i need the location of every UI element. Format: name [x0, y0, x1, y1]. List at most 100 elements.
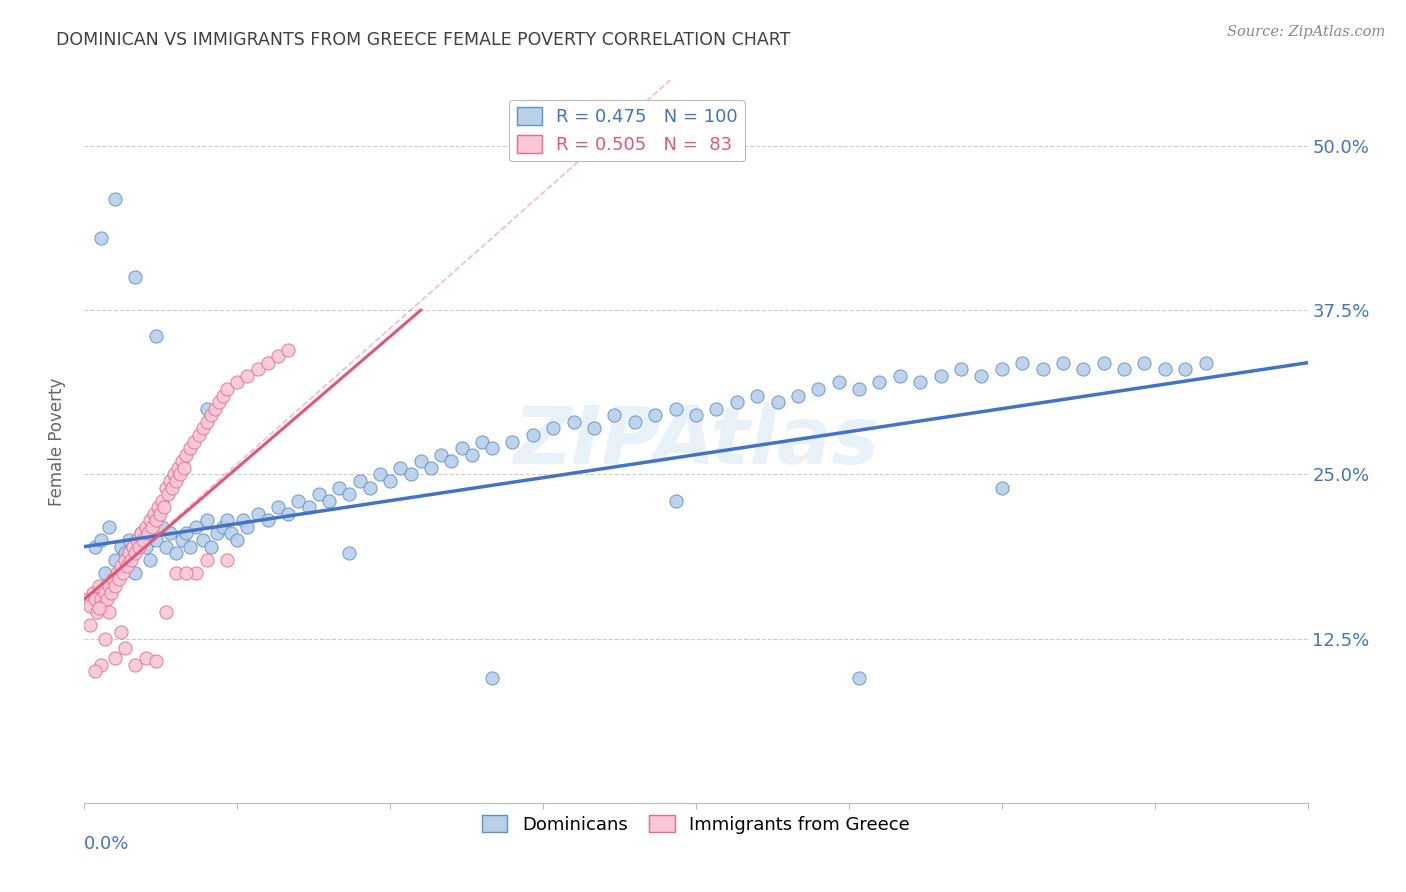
Point	[163, 467, 186, 482]
Point	[174, 566, 197, 580]
Point	[97, 605, 120, 619]
Point	[90, 657, 112, 672]
Point	[950, 362, 973, 376]
Point	[136, 526, 159, 541]
Point	[150, 520, 173, 534]
Point	[104, 192, 127, 206]
Point	[165, 546, 187, 560]
Point	[160, 481, 183, 495]
Point	[349, 474, 371, 488]
Point	[267, 349, 290, 363]
Point	[135, 520, 157, 534]
Point	[217, 513, 239, 527]
Point	[169, 467, 191, 482]
Point	[87, 579, 110, 593]
Text: 0.0%: 0.0%	[84, 835, 129, 854]
Point	[115, 559, 138, 574]
Point	[869, 376, 891, 390]
Point	[146, 500, 169, 515]
Point	[155, 540, 177, 554]
Point	[122, 540, 145, 554]
Point	[191, 421, 214, 435]
Point	[179, 540, 201, 554]
Point	[766, 395, 789, 409]
Point	[110, 540, 132, 554]
Point	[132, 533, 155, 547]
Point	[205, 526, 228, 541]
Point	[217, 553, 239, 567]
Point	[991, 362, 1014, 376]
Point	[212, 520, 235, 534]
Point	[1154, 362, 1177, 376]
Point	[1114, 362, 1136, 376]
Point	[155, 481, 177, 495]
Point	[165, 566, 187, 580]
Point	[212, 388, 235, 402]
Point	[430, 448, 453, 462]
Point	[104, 651, 127, 665]
Point	[603, 409, 626, 423]
Point	[186, 566, 208, 580]
Point	[159, 526, 181, 541]
Point	[114, 546, 136, 560]
Point	[217, 382, 239, 396]
Point	[165, 474, 187, 488]
Point	[257, 513, 280, 527]
Point	[339, 546, 361, 560]
Point	[665, 401, 688, 416]
Point	[236, 368, 259, 383]
Point	[246, 507, 269, 521]
Point	[461, 448, 484, 462]
Text: Source: ZipAtlas.com: Source: ZipAtlas.com	[1226, 25, 1385, 39]
Point	[787, 388, 810, 402]
Point	[145, 654, 167, 668]
Point	[110, 625, 132, 640]
Point	[481, 671, 503, 685]
Point	[246, 362, 269, 376]
Point	[287, 493, 309, 508]
Point	[277, 507, 299, 521]
Point	[79, 618, 101, 632]
Point	[124, 546, 146, 560]
Point	[90, 533, 112, 547]
Point	[124, 566, 146, 580]
Point	[232, 513, 254, 527]
Point	[1092, 356, 1115, 370]
Point	[318, 493, 340, 508]
Text: DOMINICAN VS IMMIGRANTS FROM GREECE FEMALE POVERTY CORRELATION CHART: DOMINICAN VS IMMIGRANTS FROM GREECE FEMA…	[56, 31, 790, 49]
Legend: Dominicans, Immigrants from Greece: Dominicans, Immigrants from Greece	[475, 807, 917, 841]
Point	[87, 601, 110, 615]
Point	[112, 566, 135, 580]
Point	[522, 428, 544, 442]
Point	[450, 441, 472, 455]
Point	[308, 487, 330, 501]
Point	[124, 270, 146, 285]
Point	[90, 231, 112, 245]
Point	[1032, 362, 1054, 376]
Point	[339, 487, 361, 501]
Point	[153, 500, 176, 515]
Point	[471, 434, 494, 449]
Point	[359, 481, 381, 495]
Point	[195, 553, 218, 567]
Point	[82, 585, 104, 599]
Point	[848, 382, 870, 396]
Point	[97, 579, 120, 593]
Point	[725, 395, 748, 409]
Point	[100, 585, 122, 599]
Point	[828, 376, 851, 390]
Point	[624, 415, 647, 429]
Point	[562, 415, 585, 429]
Point	[127, 533, 149, 547]
Point	[267, 500, 290, 515]
Point	[1011, 356, 1033, 370]
Point	[83, 665, 105, 679]
Point	[543, 421, 565, 435]
Point	[226, 533, 249, 547]
Point	[970, 368, 993, 383]
Point	[118, 533, 141, 547]
Point	[97, 520, 120, 534]
Point	[1195, 356, 1218, 370]
Point	[83, 592, 105, 607]
Point	[1073, 362, 1095, 376]
